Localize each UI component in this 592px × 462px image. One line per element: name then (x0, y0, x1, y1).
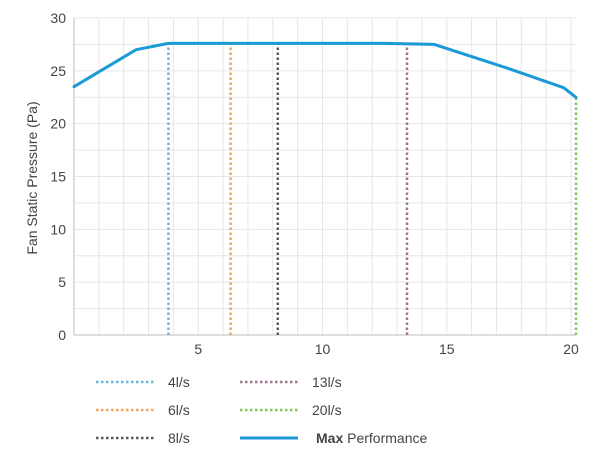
legend-swatch (96, 408, 154, 412)
legend-item-13ls: 13l/s (240, 372, 342, 392)
y-tick-label: 10 (50, 221, 66, 237)
legend-label: 6l/s (168, 402, 190, 418)
legend-label: 4l/s (168, 374, 190, 390)
y-tick-label: 5 (58, 274, 66, 290)
x-tick-label: 5 (194, 341, 202, 357)
legend-item-6ls: 6l/s (96, 400, 190, 420)
legend-item-20ls: 20l/s (240, 400, 342, 420)
axes: 0 5 10 15 20 25 30 5 10 15 20 (50, 10, 579, 357)
series (72, 41, 578, 335)
legend-item-4ls: 4l/s (96, 372, 190, 392)
max-performance-line (72, 41, 578, 99)
legend-swatch (240, 436, 298, 440)
legend-item-8ls: 8l/s (96, 428, 190, 448)
legend-label-rest: Performance (343, 430, 428, 446)
legend-label: 13l/s (312, 374, 342, 390)
x-tick-label: 15 (439, 341, 455, 357)
y-tick-label: 20 (50, 116, 66, 132)
y-tick-label: 15 (50, 169, 66, 185)
x-tick-label: 10 (315, 341, 331, 357)
legend-item-max-performance: Max Performance (240, 428, 427, 448)
legend-swatch (96, 380, 154, 384)
legend-swatch (240, 380, 298, 384)
legend-swatch (96, 436, 154, 440)
y-axis-label: Fan Static Pressure (Pa) (24, 101, 40, 254)
x-tick-label: 20 (563, 341, 579, 357)
y-tick-label: 25 (50, 63, 66, 79)
y-tick-label: 0 (58, 327, 66, 343)
y-tick-label: 30 (50, 10, 66, 26)
legend-label-bold: Max (316, 430, 344, 446)
legend-label: 20l/s (312, 402, 342, 418)
legend-label: Max Performance (316, 430, 427, 446)
legend-label: 8l/s (168, 430, 190, 446)
legend-swatch (240, 408, 298, 412)
